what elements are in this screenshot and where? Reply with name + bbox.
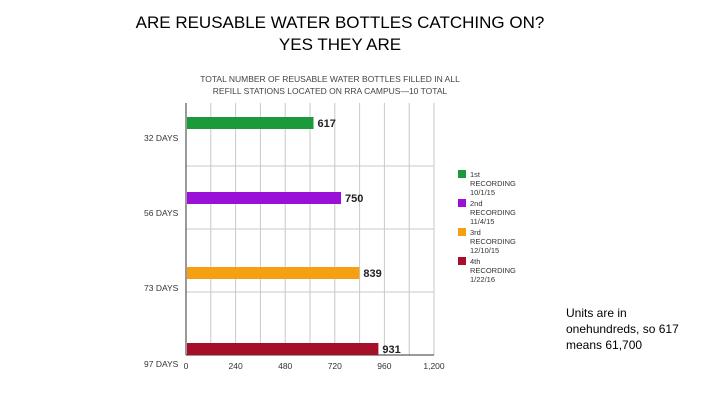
legend-label: 4th	[470, 257, 480, 266]
legend-label: 10/1/15	[470, 188, 495, 197]
category-label: 73 DAYS	[144, 283, 179, 293]
legend-label: RECORDING	[470, 237, 516, 246]
slide-title-line-1: ARE REUSABLE WATER BOTTLES CATCHING ON?	[135, 13, 545, 32]
bar	[187, 192, 341, 204]
data-label: 750	[345, 193, 363, 205]
x-tick-label: 240	[229, 361, 243, 371]
x-tick-label: 720	[328, 361, 342, 371]
bar	[187, 117, 314, 129]
category-label: 32 DAYS	[144, 133, 179, 143]
slide-title-line-2: YES THEY ARE	[278, 35, 402, 54]
legend-label: 2nd	[470, 199, 483, 208]
data-label: 617	[318, 118, 336, 130]
data-label: 839	[363, 268, 381, 280]
legend-label: RECORDING	[470, 266, 516, 275]
category-label: 97 DAYS	[144, 359, 179, 369]
chart-title-line: TOTAL NUMBER OF REUSABLE WATER BOTTLES F…	[200, 74, 460, 84]
legend-label: RECORDING	[470, 179, 516, 188]
legend-label: RECORDING	[470, 208, 516, 217]
units-note: Units are in onehundreds, so 617 means 6…	[566, 306, 679, 352]
slide-title: ARE REUSABLE WATER BOTTLES CATCHING ON? …	[70, 12, 610, 56]
data-label: 931	[382, 344, 400, 356]
chart-title-line: REFILL STATIONS LOCATED ON RRA CAMPUS—10…	[213, 86, 448, 96]
legend-label: 12/10/15	[470, 246, 499, 255]
x-tick-label: 0	[184, 361, 189, 371]
x-tick-label: 1,200	[423, 361, 445, 371]
legend-swatch	[458, 170, 466, 178]
bar	[187, 343, 379, 355]
legend-swatch	[458, 228, 466, 236]
legend-swatch	[458, 257, 466, 265]
x-tick-label: 480	[278, 361, 292, 371]
legend-swatch	[458, 199, 466, 207]
bar	[187, 267, 360, 279]
legend-label: 1st	[470, 170, 481, 179]
legend-label: 11/4/15	[470, 217, 494, 226]
legend-label: 3rd	[470, 228, 481, 237]
category-label: 56 DAYS	[144, 208, 179, 218]
x-tick-label: 960	[377, 361, 391, 371]
legend-label: 1/22/16	[470, 275, 495, 284]
